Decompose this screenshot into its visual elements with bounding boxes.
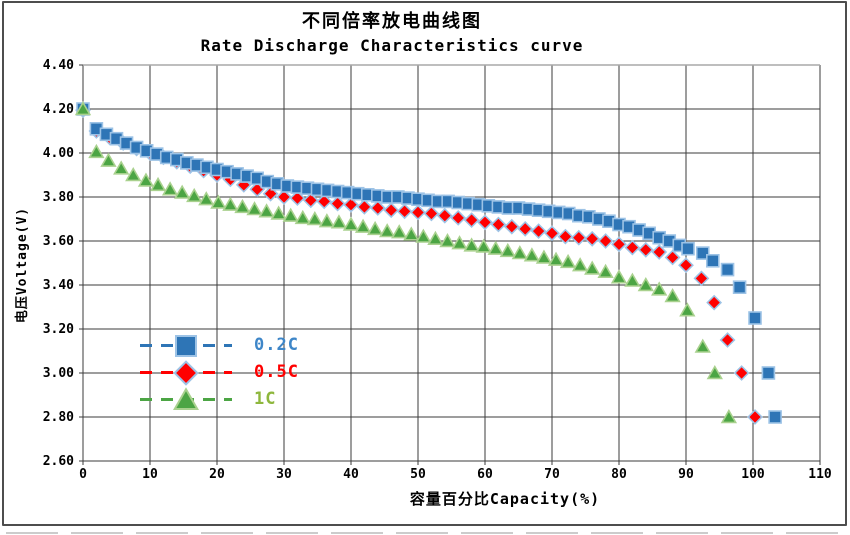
diamond-marker-icon (173, 359, 199, 386)
triangle-marker-icon (173, 386, 199, 410)
legend-dashed-line (140, 359, 232, 386)
square-marker-icon (175, 334, 197, 357)
legend-item-1C: 1C (140, 386, 299, 413)
spreadsheet-cell-borders (6, 532, 844, 534)
legend-item-0-2C: 0.2C (140, 332, 299, 359)
legend: 0.2C 0.5C 1C (140, 332, 299, 413)
legend-label: 0.5C (254, 362, 299, 382)
legend-dashed-line (140, 334, 232, 357)
chart-title-en: Rate Discharge Characteristics curve (200, 36, 584, 55)
x-axis-title: 容量百分比Capacity(%) (409, 490, 601, 508)
chart-title-cn: 不同倍率放电曲线图 (302, 11, 482, 32)
chart-frame (2, 1, 847, 526)
legend-label: 1C (254, 389, 277, 409)
legend-dashed-line (140, 386, 232, 410)
y-axis-title: 电压Voltage(V) (15, 206, 30, 324)
square-marker-icon (175, 334, 197, 357)
legend-item-0-5C: 0.5C (140, 359, 299, 386)
triangle-marker-icon (173, 386, 199, 410)
diamond-marker-icon (173, 359, 199, 386)
legend-label: 0.2C (254, 335, 299, 355)
